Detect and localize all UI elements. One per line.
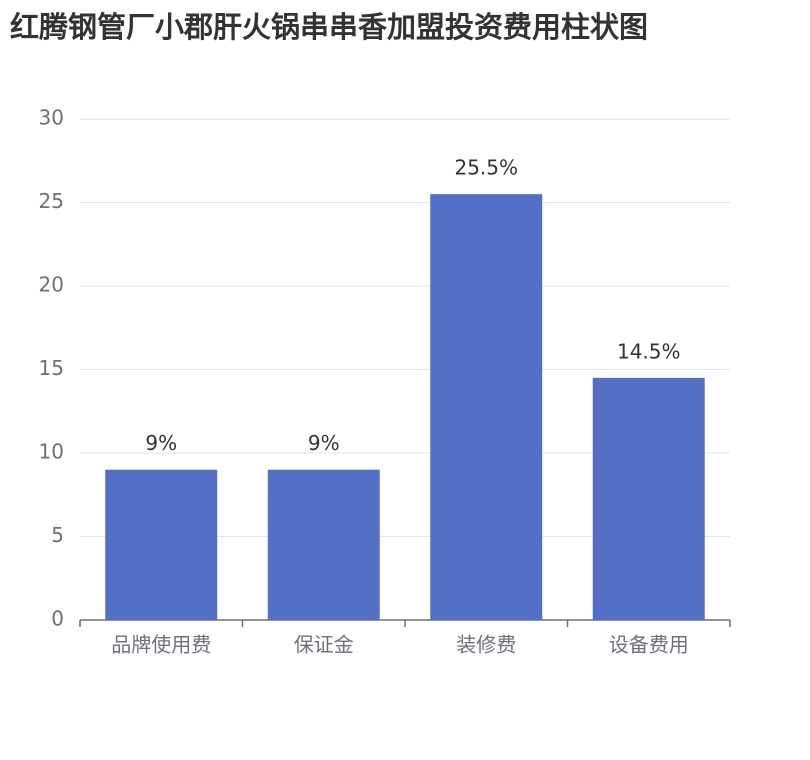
y-tick-label: 30 [39,106,64,130]
x-tick-label: 装修费 [456,633,516,657]
y-tick-label: 10 [39,440,64,464]
y-tick-label: 20 [39,273,64,297]
y-tick-label: 15 [39,356,64,380]
bar [430,194,543,620]
bar [267,469,380,620]
x-tick-label: 设备费用 [609,633,689,657]
bar [105,469,218,620]
y-tick-label: 0 [51,607,64,631]
value-label: 9% [145,431,177,455]
x-tick-label: 品牌使用费 [111,633,211,657]
y-tick-label: 25 [39,189,64,213]
value-label: 14.5% [617,339,681,363]
value-label: 9% [308,431,340,455]
chart-title: 红腾钢管厂小郡肝火锅串串香加盟投资费用柱状图 [10,10,648,44]
y-tick-label: 5 [51,523,64,547]
value-label: 25.5% [454,156,518,180]
x-tick-label: 保证金 [294,633,354,657]
bar [592,377,705,620]
